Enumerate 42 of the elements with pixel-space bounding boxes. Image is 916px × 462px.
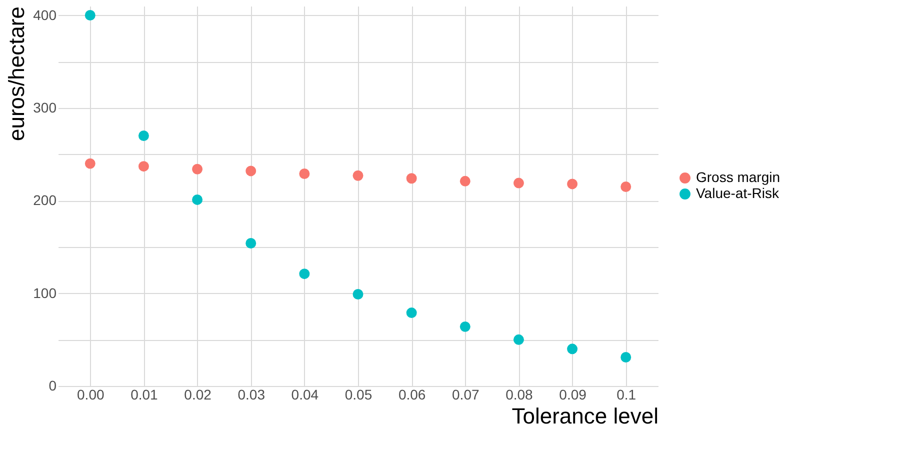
point bbox=[84, 158, 96, 169]
point bbox=[513, 178, 524, 188]
legend-label: Value-at-Risk bbox=[696, 185, 780, 201]
point bbox=[138, 161, 149, 172]
point bbox=[460, 176, 470, 186]
point bbox=[620, 182, 632, 192]
x-axis-title: Tolerance level bbox=[512, 404, 658, 428]
point bbox=[567, 344, 578, 354]
x-tick-label: 0.09 bbox=[559, 386, 587, 402]
x-tick-label: 0.01 bbox=[130, 386, 158, 402]
point bbox=[246, 238, 256, 248]
point bbox=[460, 321, 470, 332]
point bbox=[406, 308, 417, 318]
x-tick-label: 0.04 bbox=[291, 386, 319, 402]
y-tick-label: 100 bbox=[33, 284, 57, 301]
x-tick-label: 0.02 bbox=[184, 386, 212, 402]
y-axis-title: euros/hectare bbox=[4, 6, 30, 142]
x-tick-label: 0.00 bbox=[77, 386, 104, 402]
y-tick-label: 300 bbox=[33, 99, 57, 116]
point bbox=[299, 268, 310, 280]
point bbox=[299, 168, 310, 179]
point bbox=[352, 289, 364, 300]
x-tick-label: 0.03 bbox=[238, 386, 266, 402]
y-tick-label: 0 bbox=[48, 378, 57, 394]
point bbox=[246, 166, 256, 176]
x-tick-label: 0.06 bbox=[398, 386, 426, 402]
point bbox=[567, 178, 578, 190]
x-tick-label: 0.05 bbox=[344, 386, 372, 402]
x-tick-label: 0.07 bbox=[452, 386, 480, 402]
point bbox=[352, 170, 364, 181]
y-tick-label: 400 bbox=[33, 6, 57, 23]
x-tick-label: 0.1 bbox=[616, 386, 636, 402]
point bbox=[84, 10, 96, 20]
x-tick-label: 0.08 bbox=[506, 386, 534, 402]
point bbox=[513, 334, 524, 345]
point bbox=[620, 352, 632, 362]
point bbox=[406, 173, 417, 184]
point bbox=[138, 130, 149, 141]
legend-label: Gross margin bbox=[696, 169, 780, 185]
point bbox=[192, 194, 203, 205]
point bbox=[192, 164, 203, 174]
y-tick-label: 200 bbox=[33, 192, 57, 208]
